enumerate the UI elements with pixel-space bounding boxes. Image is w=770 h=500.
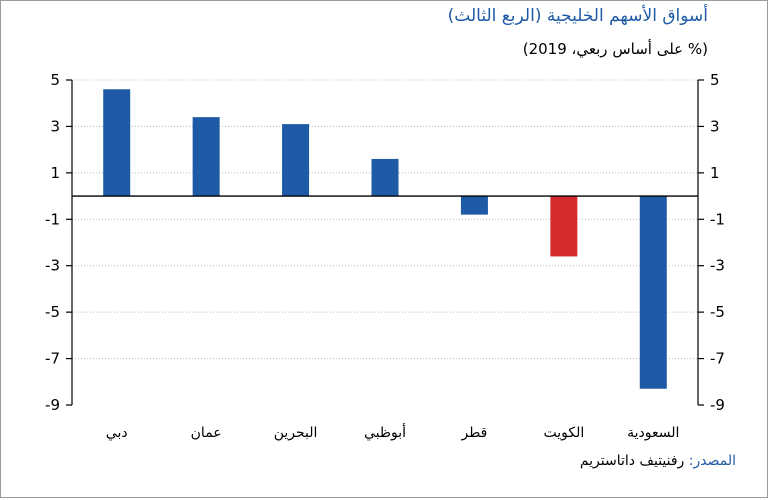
- bar: [371, 158, 399, 197]
- x-tick-label: الكويت: [543, 425, 584, 441]
- y-tick-label-right: -7: [710, 350, 725, 368]
- x-tick-label: عمان: [191, 425, 222, 441]
- y-tick-label-right: 1: [710, 164, 720, 182]
- y-tick-label-left: -5: [45, 303, 60, 321]
- y-tick-label-right: -9: [710, 396, 725, 414]
- source-note: المصدر: رفنيتيف داتاستريم: [580, 453, 736, 469]
- y-tick-label-right: 3: [710, 117, 720, 135]
- bar: [460, 196, 488, 215]
- x-tick-label: قطر: [460, 425, 487, 441]
- source-label: المصدر:: [688, 453, 736, 469]
- y-tick-label-right: -3: [710, 257, 725, 275]
- x-tick-label: دبي: [106, 425, 128, 441]
- y-tick-label-left: -3: [45, 257, 60, 275]
- x-tick-label: أبوظبي: [364, 423, 406, 441]
- source-text: رفنيتيف داتاستريم: [579, 453, 689, 469]
- x-tick-label: البحرين: [274, 425, 318, 441]
- y-tick-label-right: -1: [710, 210, 725, 228]
- bar: [192, 117, 220, 197]
- y-tick-label-left: -1: [45, 210, 60, 228]
- bar: [103, 89, 131, 197]
- bar: [282, 124, 310, 197]
- chart-title: أسواق الأسهم الخليجية (الربع الثالث): [447, 6, 708, 26]
- y-tick-label-right: -5: [710, 303, 725, 321]
- y-tick-label-left: -7: [45, 350, 60, 368]
- y-tick-label-left: 1: [50, 164, 60, 182]
- y-tick-label-left: 3: [50, 117, 60, 135]
- bar: [550, 196, 578, 257]
- y-tick-label-right: 5: [710, 71, 720, 89]
- y-tick-label-left: 5: [50, 71, 60, 89]
- bar: [639, 196, 667, 389]
- chart-subtitle: (% على أساس ربعي، 2019): [522, 40, 708, 58]
- x-tick-label: السعودية: [627, 425, 679, 441]
- y-tick-label-left: -9: [45, 396, 60, 414]
